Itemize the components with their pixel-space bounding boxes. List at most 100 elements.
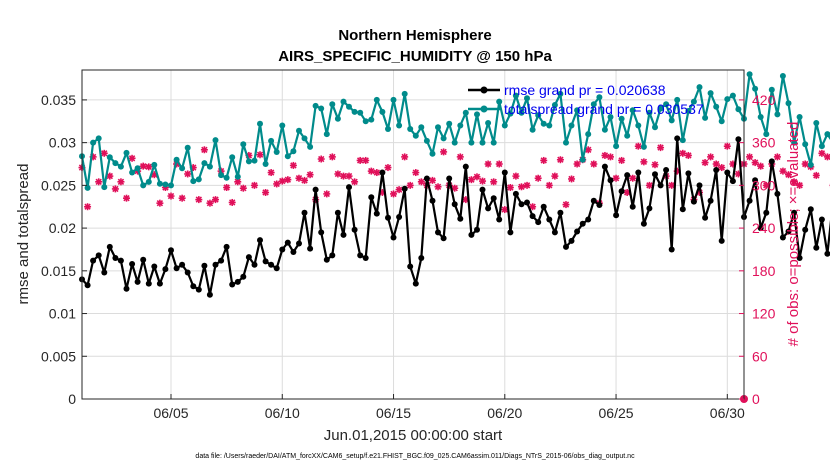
totalspread-point: [824, 131, 830, 138]
totalspread-point: [134, 165, 141, 172]
rmse-point: [640, 220, 647, 227]
rmse-point: [184, 269, 191, 276]
totalspread-point: [123, 149, 130, 156]
obs-point: [95, 178, 103, 186]
rmse-point: [401, 185, 408, 192]
obs-point: [228, 198, 236, 206]
totalspread-point: [813, 120, 820, 126]
obs-point: [568, 175, 576, 183]
totalspread-point: [279, 122, 286, 129]
totalspread-point: [396, 122, 403, 129]
totalspread-point: [746, 71, 753, 78]
rmse-point: [440, 235, 447, 242]
totalspread-point: [373, 96, 380, 103]
totalspread-point: [468, 139, 475, 146]
rmse-point: [490, 195, 497, 202]
rmse-point: [746, 197, 753, 204]
totalspread-point: [195, 176, 202, 183]
totalspread-point: [512, 92, 519, 99]
rmse-point: [768, 158, 775, 165]
rmse-point: [540, 203, 547, 210]
data-file-footnote: data file: /Users/raeder/DAI/ATM_forcXX/…: [195, 453, 635, 460]
totalspread-point: [284, 153, 291, 160]
rmse-point: [512, 190, 519, 197]
rmse-point: [624, 172, 631, 179]
totalspread-point: [90, 139, 97, 146]
totalspread-point: [718, 118, 725, 125]
obs-point: [167, 192, 175, 200]
obs-point: [200, 146, 208, 154]
totalspread-point: [212, 137, 219, 144]
rmse-point: [652, 171, 658, 178]
rmse-point: [557, 209, 564, 216]
obs-point: [612, 174, 620, 182]
totalspread-point: [290, 148, 297, 155]
rmse-point: [507, 229, 514, 236]
rmse-point: [223, 243, 230, 250]
totalspread-point: [724, 96, 731, 103]
obs-point: [751, 159, 759, 167]
rmse-point: [668, 246, 675, 253]
totalspread-point: [679, 137, 686, 144]
totalspread-point: [262, 161, 269, 167]
rmse-point: [707, 197, 714, 204]
totalspread-point: [574, 107, 581, 114]
totalspread-point: [640, 143, 647, 150]
y-left-tick-label: 0.025: [41, 177, 76, 193]
totalspread-point: [129, 169, 136, 176]
obs-point: [651, 161, 659, 169]
rmse-point: [129, 261, 136, 267]
totalspread-point: [357, 109, 364, 116]
rmse-point: [385, 214, 391, 221]
totalspread-point: [663, 101, 670, 108]
rmse-point: [151, 263, 158, 270]
obs-point: [467, 176, 475, 184]
totalspread-point: [251, 157, 258, 164]
rmse-point: [418, 255, 425, 261]
totalspread-point: [507, 110, 514, 117]
obs-point: [373, 169, 381, 177]
totalspread-point: [601, 126, 608, 133]
rmse-point: [596, 202, 603, 208]
y-left-tick-label: 0.03: [49, 135, 76, 151]
obs-point: [184, 170, 192, 178]
totalspread-point: [690, 98, 697, 105]
obs-point: [206, 199, 214, 207]
rmse-point: [674, 135, 681, 142]
obs-point: [384, 164, 392, 172]
rmse-point: [729, 178, 736, 185]
totalspread-point: [696, 84, 703, 91]
totalspread-point: [685, 108, 692, 114]
rmse-point: [351, 226, 358, 233]
rmse-point: [685, 170, 692, 177]
totalspread-point: [101, 184, 108, 191]
rmse-point: [757, 225, 764, 232]
rmse-point: [690, 198, 697, 205]
obs-point: [590, 160, 598, 168]
rmse-point: [601, 163, 608, 170]
totalspread-point: [752, 85, 759, 92]
totalspread-point: [240, 141, 247, 148]
totalspread-point: [340, 98, 347, 105]
rmse-point: [218, 257, 225, 264]
totalspread-point: [273, 149, 280, 155]
totalspread-point: [674, 96, 681, 103]
rmse-point: [112, 255, 119, 261]
rmse-point: [501, 169, 508, 176]
rmse-point: [273, 265, 280, 272]
totalspread-point: [524, 95, 530, 102]
rmse-point: [824, 250, 830, 257]
rmse-point: [479, 186, 486, 193]
legend-totalspread-marker: [480, 105, 488, 113]
totalspread-point: [535, 112, 542, 119]
left-y-axis-label: rmse and totalspread: [15, 164, 32, 305]
obs-point: [334, 170, 342, 178]
totalspread-point: [757, 114, 764, 120]
obs-point: [501, 206, 509, 214]
x-tick-label: 06/10: [265, 405, 300, 421]
rmse-point: [296, 240, 302, 247]
x-tick-label: 06/20: [487, 405, 522, 421]
totalspread-point: [390, 96, 397, 103]
rmse-point: [268, 261, 275, 268]
totalspread-point: [791, 139, 798, 146]
